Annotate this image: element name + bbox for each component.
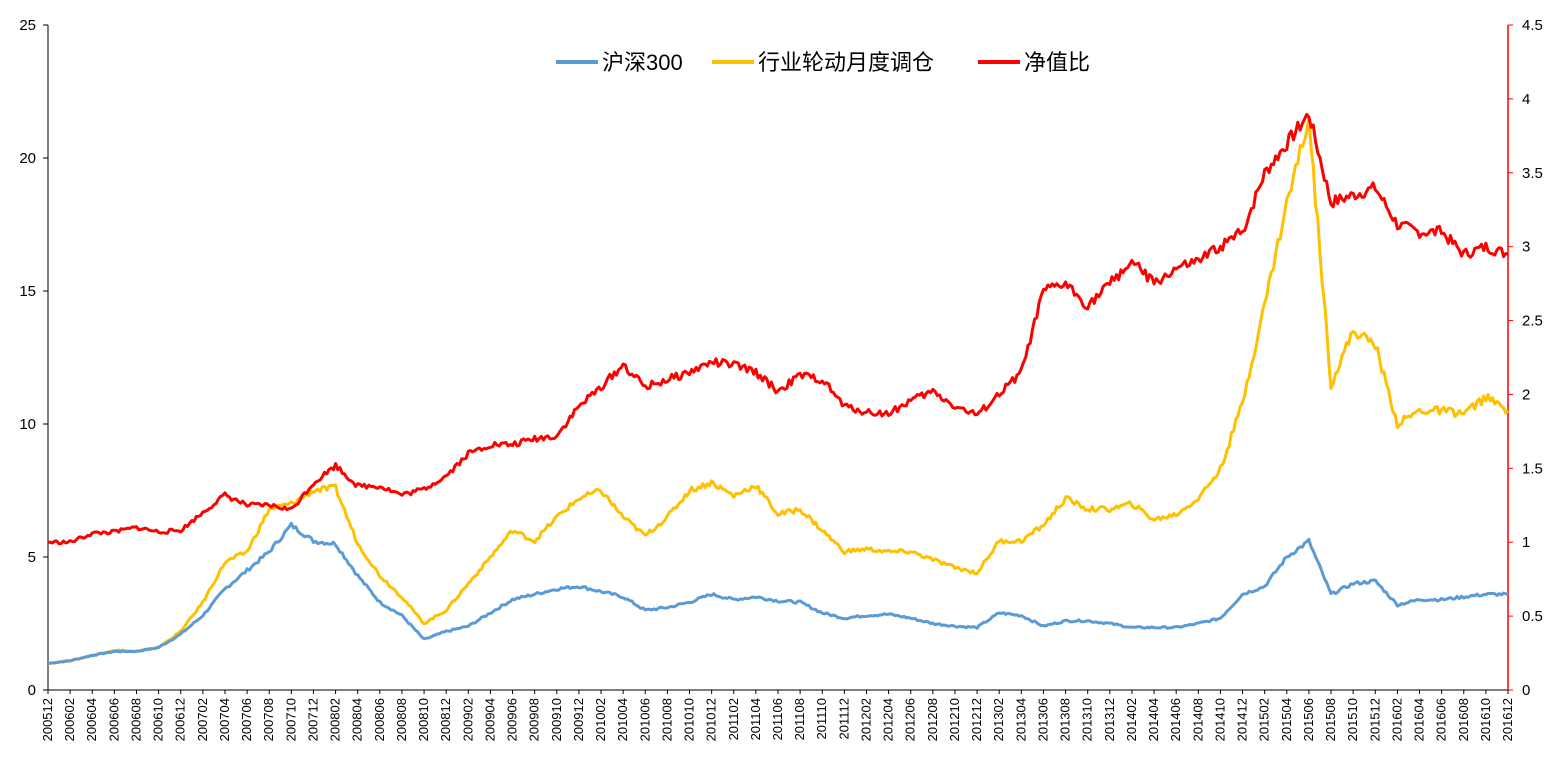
x-tick-label: 200712 [305, 698, 320, 741]
x-tick-label: 201402 [1124, 698, 1139, 741]
x-tick-label: 201210 [947, 698, 962, 741]
right-tick-label: 3 [1522, 239, 1530, 256]
x-tick-label: 200512 [40, 698, 55, 741]
x-tick-label: 201602 [1389, 698, 1404, 741]
right-tick-label: 2 [1522, 386, 1530, 403]
x-tick-label: 200910 [549, 698, 564, 741]
x-tick-label: 200706 [239, 698, 254, 741]
x-tick-label: 201202 [858, 698, 873, 741]
x-tick-label: 201506 [1301, 698, 1316, 741]
x-tick-label: 200604 [84, 698, 99, 741]
x-tick-label: 201604 [1412, 698, 1427, 741]
left-tick-label: 25 [19, 17, 36, 34]
x-tick-label: 201310 [1080, 698, 1095, 741]
x-tick-label: 200602 [62, 698, 77, 741]
x-tick-label: 201404 [1146, 698, 1161, 741]
x-tick-label: 201508 [1323, 698, 1338, 741]
right-tick-label: 0 [1522, 682, 1530, 699]
x-tick-label: 200810 [416, 698, 431, 741]
x-tick-label: 201302 [991, 698, 1006, 741]
right-tick-label: 1 [1522, 534, 1530, 551]
x-tick-label: 200612 [173, 698, 188, 741]
x-tick-label: 201208 [925, 698, 940, 741]
series-line-0 [47, 521, 1509, 665]
x-tick-label: 201108 [792, 698, 807, 740]
right-tick-label: 4.5 [1522, 17, 1543, 34]
x-tick-label: 200608 [128, 698, 143, 741]
x-tick-label: 201610 [1478, 698, 1493, 741]
x-tick-label: 201412 [1235, 698, 1250, 741]
x-tick-label: 200802 [328, 698, 343, 741]
left-tick-label: 15 [19, 283, 36, 300]
right-tick-label: 0.5 [1522, 608, 1543, 625]
left-tick-label: 0 [28, 682, 36, 699]
x-tick-label: 200906 [505, 698, 520, 741]
x-tick-label: 200812 [438, 698, 453, 741]
legend-label-0: 沪深300 [602, 50, 683, 75]
left-tick-label: 5 [28, 549, 36, 566]
x-tick-label: 201006 [637, 698, 652, 741]
x-tick-label: 200904 [482, 698, 497, 741]
x-tick-label: 201112 [836, 698, 851, 739]
x-tick-label: 201308 [1058, 698, 1073, 741]
left-tick-label: 20 [19, 150, 36, 167]
x-tick-label: 200908 [527, 698, 542, 741]
legend-label-2: 净值比 [1024, 50, 1090, 75]
left-tick-label: 10 [19, 416, 36, 433]
left-axis-ticks: 0 5 10 15 20 25 [19, 17, 48, 699]
right-tick-label: 4 [1522, 91, 1530, 108]
x-tick-label: 201106 [770, 698, 785, 740]
x-tick-label: 200710 [283, 698, 298, 741]
x-tick-label: 201304 [1013, 698, 1028, 741]
x-axis-ticks: 200512 200602 200604 200606 200608 200610 2006… [40, 690, 1515, 741]
series-line-1 [47, 115, 1510, 665]
right-tick-label: 1.5 [1522, 460, 1543, 477]
x-tick-label: 200806 [372, 698, 387, 741]
x-tick-label: 201004 [615, 698, 630, 741]
axes [47, 25, 1509, 691]
x-tick-label: 201206 [903, 698, 918, 741]
x-tick-label: 200610 [151, 698, 166, 741]
right-tick-label: 3.5 [1522, 165, 1543, 182]
x-tick-label: 201110 [814, 698, 829, 739]
x-tick-label: 200912 [571, 698, 586, 741]
series-layer [47, 112, 1510, 665]
x-tick-label: 201502 [1257, 698, 1272, 741]
x-tick-label: 201306 [1035, 698, 1050, 741]
x-tick-label: 201204 [881, 698, 896, 741]
x-tick-label: 201406 [1168, 698, 1183, 741]
x-tick-label: 201410 [1212, 698, 1227, 741]
right-axis-ticks: 0 0.5 1 1.5 2 2.5 3 3.5 4 4.5 [1508, 17, 1543, 699]
x-tick-label: 201212 [969, 698, 984, 741]
series-line-2 [47, 112, 1509, 546]
x-tick-label: 201510 [1345, 698, 1360, 741]
x-tick-label: 201104 [748, 698, 763, 740]
x-tick-label: 201512 [1367, 698, 1382, 741]
x-tick-label: 200606 [106, 698, 121, 741]
x-tick-label: 201606 [1434, 698, 1449, 741]
x-tick-label: 201312 [1102, 698, 1117, 741]
x-tick-label: 201008 [659, 698, 674, 741]
right-tick-label: 2.5 [1522, 313, 1543, 330]
x-tick-label: 200902 [460, 698, 475, 741]
x-tick-label: 201608 [1456, 698, 1471, 741]
x-tick-label: 201612 [1500, 698, 1515, 741]
x-tick-label: 201012 [704, 698, 719, 741]
x-tick-label: 201408 [1190, 698, 1205, 741]
x-tick-label: 201010 [682, 698, 697, 741]
x-tick-label: 201102 [726, 698, 741, 740]
legend: 沪深300 行业轮动月度调仓 净值比 [556, 50, 1090, 75]
x-tick-label: 200808 [394, 698, 409, 741]
x-tick-label: 200702 [195, 698, 210, 741]
x-tick-label: 200804 [350, 698, 365, 741]
x-tick-label: 200708 [261, 698, 276, 741]
legend-label-1: 行业轮动月度调仓 [758, 50, 934, 75]
x-tick-label: 201504 [1279, 698, 1294, 741]
x-tick-label: 201002 [593, 698, 608, 741]
x-tick-label: 200704 [217, 698, 232, 741]
